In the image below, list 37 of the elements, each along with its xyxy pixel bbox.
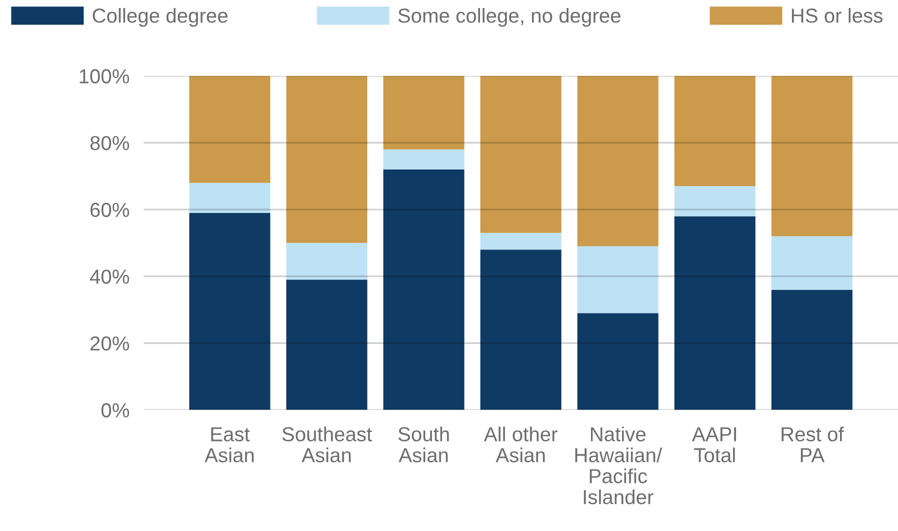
bar	[771, 290, 852, 410]
y-tick-label: 0%	[101, 403, 130, 418]
bar	[383, 76, 464, 150]
bar	[383, 149, 464, 170]
bar	[674, 186, 756, 216]
bar	[771, 236, 852, 290]
bar	[480, 232, 562, 250]
bar	[480, 76, 562, 233]
x-tick-label: AAPI Total	[692, 427, 736, 462]
bar	[189, 182, 270, 213]
bar	[480, 250, 562, 410]
y-tick-label: 60%	[90, 202, 130, 218]
bar	[577, 76, 658, 246]
y-tick-label: 20%	[90, 336, 130, 351]
x-tick-label: Native Hawaiian/ Pacific Islander	[575, 426, 662, 504]
bar	[286, 280, 368, 410]
y-tick-label: 40%	[90, 270, 130, 284]
x-tick-label: East Asian	[204, 427, 254, 462]
y-tick-label: 100%	[80, 69, 130, 84]
bar	[189, 212, 270, 410]
x-tick-label: Rest of PA	[782, 426, 844, 462]
bar	[674, 216, 756, 410]
bar	[577, 313, 658, 410]
legend-label: Some college, no degree	[398, 8, 620, 27]
bar	[189, 76, 270, 183]
x-tick-label: Southeast Asian	[282, 426, 372, 462]
bar	[577, 246, 658, 314]
legend-label: HS or less	[792, 8, 882, 23]
bar	[286, 76, 368, 243]
x-tick-label: All other Asian	[484, 426, 558, 462]
bar	[771, 76, 852, 236]
bar	[383, 169, 464, 410]
y-tick-label: 80%	[90, 136, 130, 150]
bar	[674, 76, 756, 186]
legend-label: College degree	[92, 8, 228, 27]
x-tick-label: South Asian	[398, 426, 449, 462]
bar	[286, 242, 368, 280]
